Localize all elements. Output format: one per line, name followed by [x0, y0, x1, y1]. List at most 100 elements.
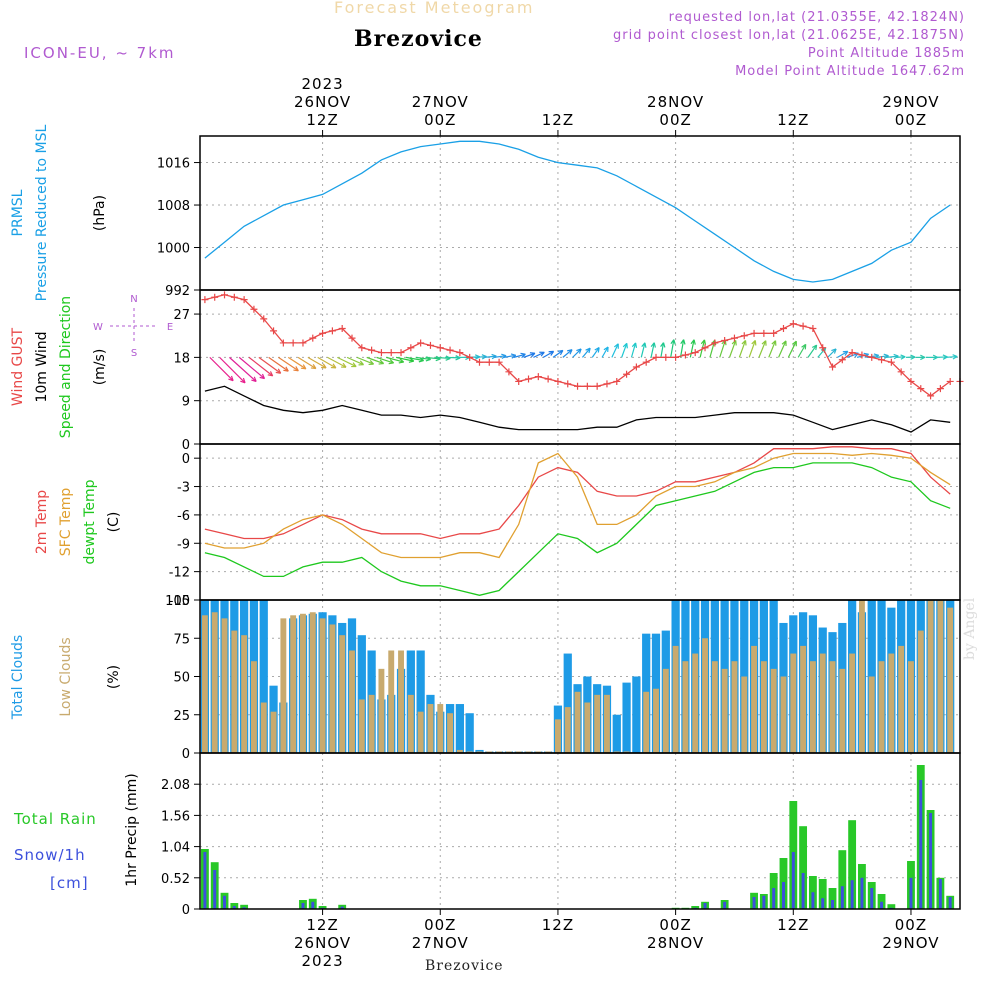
cloud-bar-low — [878, 661, 885, 753]
wind-arrow — [415, 356, 431, 361]
precip-bar-rain — [799, 826, 808, 909]
gust-marker — [740, 332, 748, 340]
precip-bar-snow — [223, 895, 226, 909]
wind-arrow — [533, 351, 545, 358]
gust-marker — [799, 322, 807, 330]
point-altitude: Point Altitude 1885m — [807, 46, 965, 61]
y-tick-label: -3 — [177, 481, 190, 496]
gust-marker — [868, 353, 876, 361]
panel-frame-precip — [199, 752, 961, 910]
cloud-bar-low — [505, 751, 512, 753]
cloud-bar-low — [280, 618, 287, 753]
cloud-bar-low — [751, 645, 758, 753]
cloud-bar-low — [515, 751, 522, 753]
gust-marker — [240, 296, 248, 304]
wind-arrow — [778, 340, 787, 358]
gust-marker — [407, 344, 415, 352]
wind-arrow-head — [650, 342, 656, 348]
gust-marker — [515, 377, 523, 385]
precip-bar-snow — [870, 888, 874, 909]
cloud-bar-low — [290, 615, 297, 753]
wind-arrow-head — [690, 339, 696, 345]
top-time-label: 29NOV — [882, 93, 939, 111]
bottom-time-label: 12Z — [777, 916, 809, 934]
wind-arrow — [219, 356, 246, 384]
gust-marker — [721, 337, 729, 345]
footer-station: Brezovice — [425, 958, 504, 974]
wind-arrow-head — [251, 376, 257, 383]
gust-marker — [358, 344, 366, 352]
wind-arrow — [327, 356, 347, 368]
gust-label: Wind GUST — [10, 327, 26, 406]
panel-frame-temperature — [199, 443, 961, 601]
label-layer: 992100010081016091827-15-12-9-6-30025507… — [10, 75, 939, 970]
y-tick-label: 1016 — [157, 157, 190, 172]
wind-arrow-head — [680, 339, 686, 345]
gust-marker — [456, 349, 464, 357]
wind-arrow — [484, 355, 497, 358]
precip-bar-rain — [691, 906, 700, 909]
gust-marker — [623, 370, 631, 378]
wind-arrow — [886, 355, 899, 358]
snow-unit-label: [cm] — [50, 874, 89, 892]
gust-marker — [917, 385, 925, 393]
wind-arrow — [768, 340, 777, 358]
snow-label: Snow/1h — [14, 846, 86, 864]
sfc-temp-label: SFC Temp — [58, 488, 74, 557]
cloud-bar-low — [260, 702, 267, 753]
wind-arrow-head — [520, 352, 526, 358]
cloud-bar-low — [201, 615, 208, 753]
wind-arrow — [758, 340, 767, 358]
wind-arrow — [679, 339, 685, 358]
cloud-bar-low — [819, 653, 826, 753]
wind-arrow-head — [240, 377, 246, 384]
gust-marker — [250, 305, 258, 313]
compass-n: N — [130, 294, 137, 305]
wind-arrow-head — [283, 366, 289, 372]
wind-arrow-head — [893, 353, 899, 360]
wind-arrow — [386, 356, 404, 363]
bottom-time-label: 29NOV — [882, 934, 939, 952]
requested-coords: requested lon,lat (21.0355E, 42.1824N) — [668, 10, 965, 25]
wind-arrow-head — [842, 350, 849, 356]
wind-arrow — [552, 350, 564, 358]
pressure-label: PRMSL — [10, 189, 26, 236]
precip-bar-rain — [818, 879, 827, 909]
wind-arrow-head — [388, 359, 395, 365]
gust-marker — [221, 291, 229, 299]
wind-arrow-head — [660, 342, 666, 348]
cloud-bar-total — [357, 635, 366, 753]
watermark: by Angel — [962, 597, 978, 660]
y-tick-label: 1.04 — [161, 841, 190, 856]
cloud-bar-low — [456, 749, 463, 753]
series-line — [204, 462, 951, 596]
top-time-label: 12Z — [542, 111, 574, 129]
wind-arrow-head — [731, 340, 737, 346]
precip-bar-snow — [791, 852, 795, 909]
wind-arrow — [376, 356, 394, 364]
cloud-bar-total — [259, 600, 268, 753]
precip-bar-snow — [340, 906, 344, 909]
gust-marker — [593, 382, 601, 390]
cloud-bar-low — [545, 751, 552, 753]
precip-bar-snow — [880, 901, 884, 909]
precip-bar-snow — [938, 879, 942, 909]
cloud-bar-low — [437, 704, 444, 753]
temp2m-label: 2m Temp — [34, 490, 50, 554]
cloud-bar-low — [221, 618, 228, 753]
precip-bar-rain — [877, 894, 886, 909]
wind-arrow-head — [811, 344, 818, 351]
gust-marker — [927, 392, 935, 400]
gust-marker — [279, 339, 287, 347]
chart-title: Forecast Meteogram — [334, 0, 535, 17]
wind-arrow — [738, 340, 747, 358]
gust-marker — [319, 329, 327, 337]
y-tick-label: 0.52 — [161, 872, 190, 887]
cloud-bar-low — [378, 668, 385, 753]
cloud-bar-total — [455, 704, 464, 753]
gust-marker — [525, 375, 533, 383]
y-tick-label: 2.08 — [161, 778, 190, 793]
wind-arrow — [827, 348, 837, 358]
y-tick-label: -9 — [177, 537, 190, 552]
wind-arrow — [572, 348, 582, 358]
